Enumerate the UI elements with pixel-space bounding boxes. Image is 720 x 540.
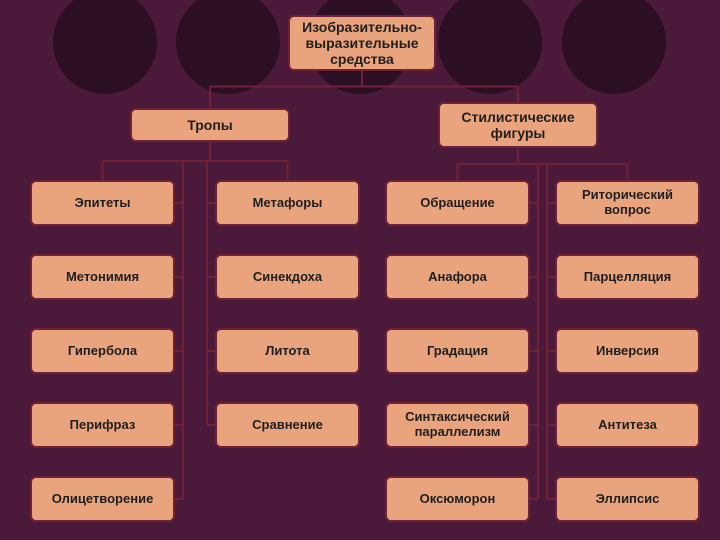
leaf-node: Литота (215, 328, 360, 374)
decorative-circle (438, 0, 542, 94)
decorative-circle (176, 0, 280, 94)
leaf-node: Сравнение (215, 402, 360, 448)
leaf-node: Перифраз (30, 402, 175, 448)
leaf-node: Риторическийвопрос (555, 180, 700, 226)
decorative-circle (562, 0, 666, 94)
leaf-node: Анафора (385, 254, 530, 300)
leaf-node: Синекдоха (215, 254, 360, 300)
leaf-node: Градация (385, 328, 530, 374)
branch-figury: Стилистическиефигуры (438, 102, 598, 148)
root-node: Изобразительно-выразительныесредства (288, 15, 436, 71)
leaf-node: Эпитеты (30, 180, 175, 226)
leaf-node: Инверсия (555, 328, 700, 374)
leaf-node: Гипербола (30, 328, 175, 374)
decorative-circle (53, 0, 157, 94)
leaf-node: Метонимия (30, 254, 175, 300)
leaf-node: Метафоры (215, 180, 360, 226)
leaf-node: Обращение (385, 180, 530, 226)
leaf-node: Антитеза (555, 402, 700, 448)
branch-tropy: Тропы (130, 108, 290, 142)
leaf-node: Парцелляция (555, 254, 700, 300)
leaf-node: Оксюморон (385, 476, 530, 522)
leaf-node: Эллипсис (555, 476, 700, 522)
leaf-node: Олицетворение (30, 476, 175, 522)
leaf-node: Синтаксическийпараллелизм (385, 402, 530, 448)
